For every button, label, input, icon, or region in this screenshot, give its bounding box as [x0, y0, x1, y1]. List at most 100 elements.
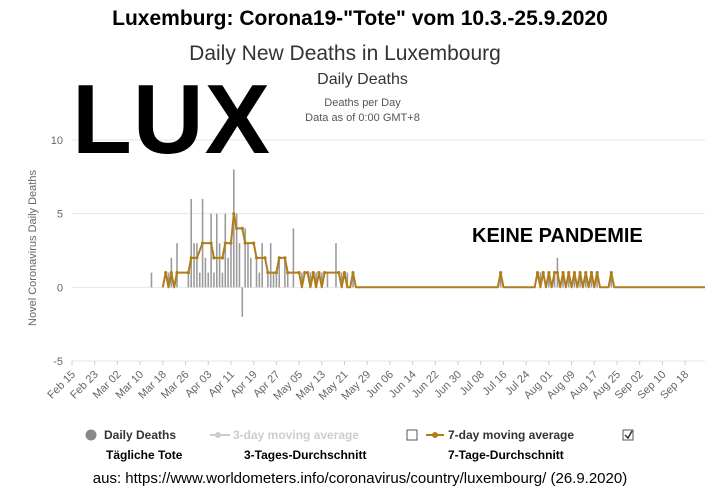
point[interactable]	[541, 271, 545, 275]
bar[interactable]	[204, 257, 207, 288]
point[interactable]	[609, 271, 613, 275]
point[interactable]	[229, 241, 233, 245]
point[interactable]	[263, 256, 267, 260]
bar[interactable]	[548, 272, 550, 288]
point[interactable]	[254, 256, 259, 260]
bar[interactable]	[267, 272, 269, 288]
point[interactable]	[283, 256, 287, 260]
bar[interactable]	[213, 272, 215, 288]
bar[interactable]	[196, 243, 198, 288]
point[interactable]	[555, 271, 559, 275]
bar[interactable]	[286, 272, 289, 288]
point[interactable]	[572, 271, 577, 275]
bar[interactable]	[187, 272, 190, 288]
bar[interactable]	[346, 272, 349, 288]
bar[interactable]	[227, 257, 229, 288]
bar[interactable]	[278, 257, 280, 288]
bar[interactable]	[218, 243, 221, 288]
point[interactable]	[535, 271, 540, 275]
legend-7day-label[interactable]: 7-day moving average	[448, 428, 574, 442]
point[interactable]	[274, 271, 278, 275]
point[interactable]	[175, 271, 179, 275]
point[interactable]	[286, 271, 290, 275]
legend-daily-deaths-label[interactable]: Daily Deaths	[104, 428, 176, 442]
bar[interactable]	[167, 272, 170, 288]
point[interactable]	[323, 271, 327, 275]
point[interactable]	[306, 271, 310, 275]
point[interactable]	[164, 271, 168, 275]
bar[interactable]	[250, 257, 252, 288]
bar[interactable]	[210, 213, 212, 288]
bar[interactable]	[573, 272, 576, 288]
legend-7day-checkbox[interactable]	[622, 429, 634, 441]
point[interactable]	[200, 241, 205, 245]
point[interactable]	[195, 256, 199, 260]
bar[interactable]	[190, 198, 193, 288]
point[interactable]	[169, 271, 173, 275]
point[interactable]	[578, 271, 582, 275]
bar[interactable]	[567, 272, 570, 288]
bar[interactable]	[340, 272, 343, 288]
bar[interactable]	[309, 272, 312, 288]
point[interactable]	[567, 271, 571, 275]
bar[interactable]	[301, 272, 303, 288]
bar[interactable]	[207, 272, 210, 288]
bar[interactable]	[230, 243, 232, 288]
point[interactable]	[317, 271, 321, 275]
legend-daily-deaths-marker[interactable]	[85, 429, 97, 441]
bar[interactable]	[315, 272, 317, 288]
point[interactable]	[499, 271, 503, 275]
bar[interactable]	[247, 243, 249, 288]
point[interactable]	[189, 256, 193, 260]
bar[interactable]	[579, 272, 581, 288]
bar[interactable]	[241, 287, 244, 317]
bar[interactable]	[275, 272, 278, 288]
bar[interactable]	[255, 257, 258, 288]
bar[interactable]	[596, 272, 598, 288]
point[interactable]	[232, 212, 236, 216]
point[interactable]	[297, 271, 301, 275]
point[interactable]	[552, 271, 557, 275]
bar[interactable]	[238, 243, 241, 288]
point[interactable]	[337, 271, 341, 275]
point[interactable]	[243, 241, 247, 245]
legend-3day-checkbox[interactable]	[406, 429, 418, 441]
point[interactable]	[277, 256, 281, 260]
bar[interactable]	[610, 272, 613, 288]
bar[interactable]	[352, 272, 354, 288]
bar[interactable]	[590, 272, 593, 288]
point[interactable]	[351, 271, 355, 275]
point[interactable]	[223, 241, 227, 245]
legend-7day-marker[interactable]	[432, 432, 438, 438]
bar[interactable]	[261, 243, 263, 288]
point[interactable]	[303, 271, 307, 275]
legend-3day-label[interactable]: 3-day moving average	[233, 428, 359, 442]
bar[interactable]	[193, 243, 195, 288]
point[interactable]	[595, 271, 599, 275]
bar[interactable]	[539, 272, 542, 288]
bar[interactable]	[584, 272, 587, 288]
point[interactable]	[589, 271, 594, 275]
bar[interactable]	[176, 243, 178, 288]
bar[interactable]	[258, 272, 261, 288]
point[interactable]	[209, 241, 213, 245]
point[interactable]	[561, 271, 565, 275]
point[interactable]	[235, 226, 239, 230]
bar[interactable]	[335, 243, 337, 288]
bar[interactable]	[244, 228, 246, 288]
point[interactable]	[212, 256, 216, 260]
bar[interactable]	[499, 272, 502, 288]
bar[interactable]	[221, 272, 224, 288]
point[interactable]	[240, 226, 244, 230]
bar[interactable]	[198, 272, 201, 288]
legend-3day-marker[interactable]	[215, 432, 221, 438]
point[interactable]	[311, 271, 315, 275]
bar[interactable]	[215, 213, 218, 288]
bar[interactable]	[224, 213, 227, 288]
bar[interactable]	[269, 243, 272, 288]
point[interactable]	[186, 271, 190, 275]
bar[interactable]	[235, 213, 238, 288]
bar[interactable]	[562, 272, 564, 288]
bar[interactable]	[150, 272, 153, 288]
bar[interactable]	[284, 257, 286, 288]
